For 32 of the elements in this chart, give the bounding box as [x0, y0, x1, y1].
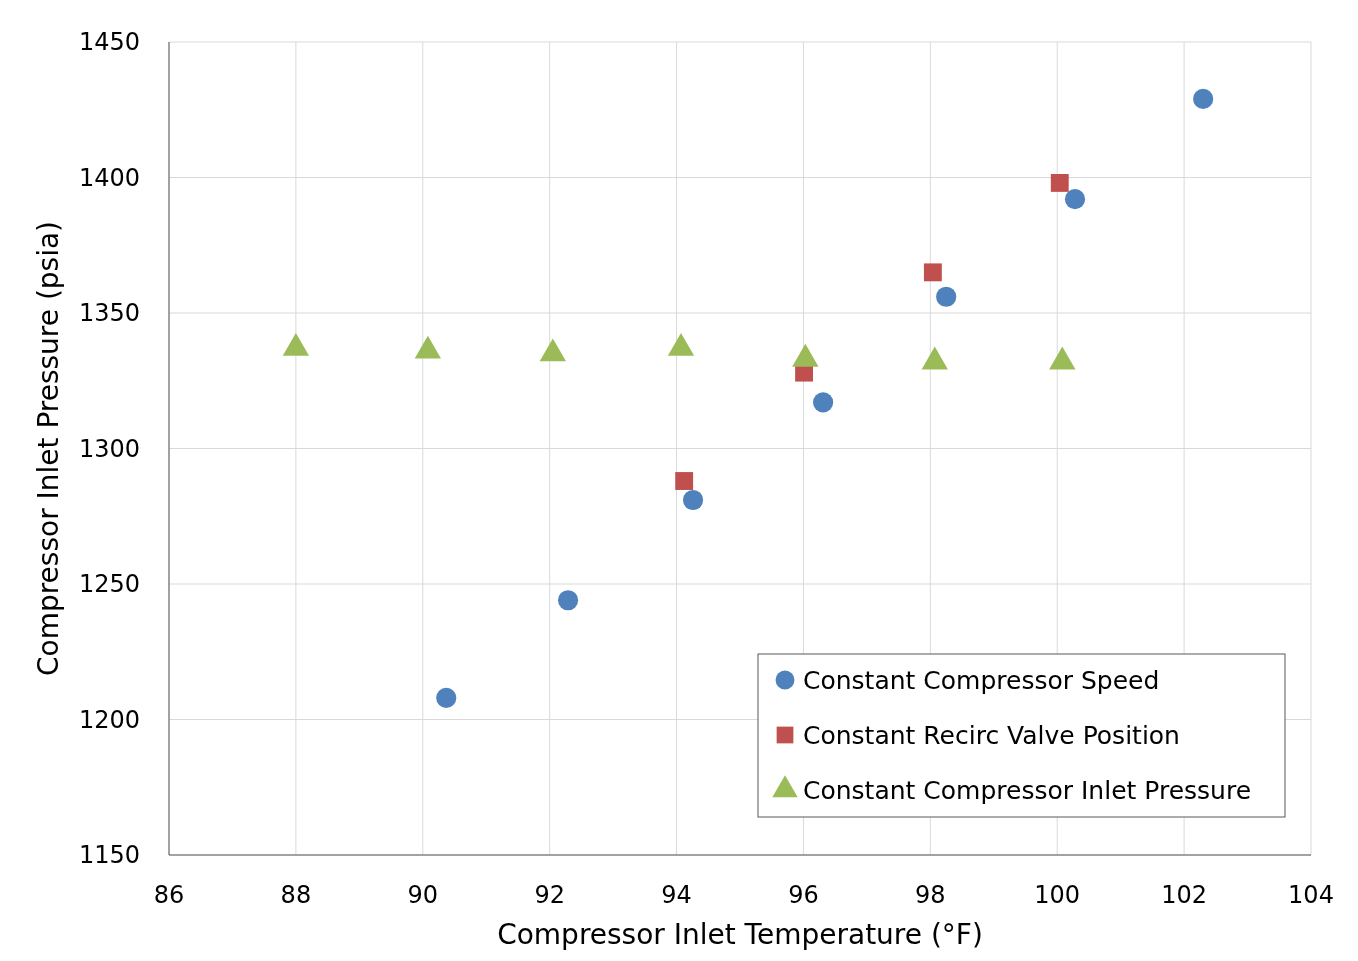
y-tick-label: 1250 [78, 570, 140, 598]
point [1064, 189, 1086, 210]
x-tick-label: 94 [661, 881, 692, 909]
x-tick-label: 88 [280, 881, 312, 909]
x-tick-label: 104 [1288, 881, 1334, 909]
y-tick-label: 1400 [78, 163, 140, 192]
point [923, 263, 942, 282]
x-tick-label: 96 [788, 881, 819, 909]
point [436, 687, 457, 708]
x-tick-label: 102 [1161, 881, 1208, 909]
y-tick-label: 1150 [78, 841, 140, 869]
y-tick-label: 1350 [78, 299, 140, 327]
x-tick-label: 98 [915, 881, 946, 909]
legend-label: Constant Compressor Inlet Pressure [803, 776, 1252, 805]
y-tick-label: 1300 [78, 434, 140, 463]
point [682, 489, 704, 511]
point [557, 590, 579, 611]
x-axis-title: Compressor Inlet Temperature (°F) [497, 918, 983, 951]
x-tick-label: 86 [153, 881, 185, 909]
point [813, 392, 834, 413]
point [936, 286, 957, 307]
y-tick-label: 1450 [78, 28, 140, 56]
x-tick-label: 90 [407, 881, 439, 909]
legend-label: Constant Recirc Valve Position [803, 721, 1180, 750]
point [1193, 88, 1214, 109]
point [1050, 173, 1069, 192]
point [675, 472, 694, 490]
y-axis-title: Compressor Inlet Pressure (psia) [32, 220, 65, 677]
x-tick-label: 92 [534, 881, 565, 909]
x-tick-label: 100 [1034, 881, 1081, 909]
legend-label: Constant Compressor Speed [803, 666, 1160, 695]
y-tick-label: 1200 [78, 705, 140, 734]
